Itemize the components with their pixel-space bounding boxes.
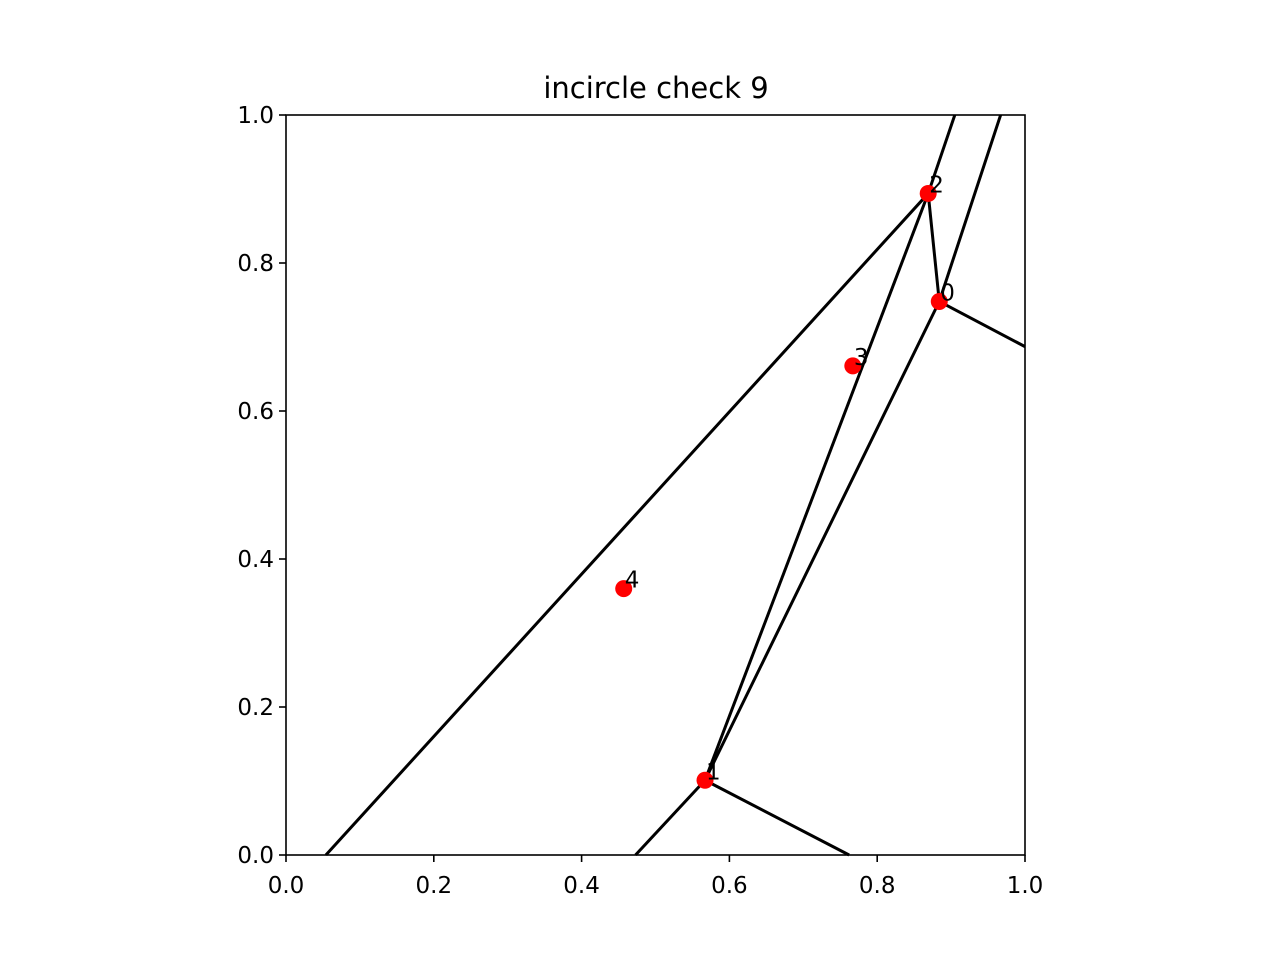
point-label-1: 1	[706, 759, 721, 785]
edge-line-3	[938, 300, 1026, 348]
edge-lines	[324, 114, 1026, 857]
chart-title: incircle check 9	[543, 71, 768, 105]
edge-line-5	[703, 192, 930, 781]
x-tick-label-3: 0.6	[711, 873, 748, 899]
x-tick-label-1: 0.2	[416, 873, 453, 899]
y-tick-label-0: 0.0	[237, 843, 274, 869]
point-2	[919, 184, 937, 202]
point-label-4: 4	[625, 568, 640, 594]
point-4	[615, 580, 633, 598]
point-3	[844, 357, 862, 375]
data-points: 0 1 2 3 4	[615, 172, 955, 789]
edge-line-2	[926, 193, 941, 302]
x-tick-label-0: 0.0	[268, 873, 305, 899]
y-axis: 0.0 0.2 0.4 0.6 0.8 1.0	[237, 103, 286, 869]
edge-line-0	[324, 192, 930, 857]
point-label-2: 2	[929, 172, 944, 198]
x-tick-label-4: 0.8	[859, 873, 896, 899]
point-1	[696, 771, 714, 789]
x-axis: 0.0 0.2 0.4 0.6 0.8 1.0	[268, 855, 1044, 899]
edge-line-4	[937, 114, 1003, 302]
edge-line-8	[704, 778, 850, 857]
y-tick-label-3: 0.6	[237, 399, 274, 425]
edge-line-6	[703, 300, 941, 781]
x-tick-label-2: 0.4	[563, 873, 600, 899]
edge-line-7	[634, 779, 707, 857]
y-tick-label-2: 0.4	[237, 547, 274, 573]
x-tick-label-5: 1.0	[1007, 873, 1044, 899]
y-tick-label-5: 1.0	[237, 103, 274, 129]
plot-frame	[285, 114, 1026, 856]
point-label-3: 3	[854, 345, 869, 371]
point-label-0: 0	[940, 280, 955, 306]
point-0	[930, 292, 948, 310]
y-tick-label-1: 0.2	[237, 695, 274, 721]
y-tick-label-4: 0.8	[237, 251, 274, 277]
edge-line-1	[926, 114, 957, 194]
